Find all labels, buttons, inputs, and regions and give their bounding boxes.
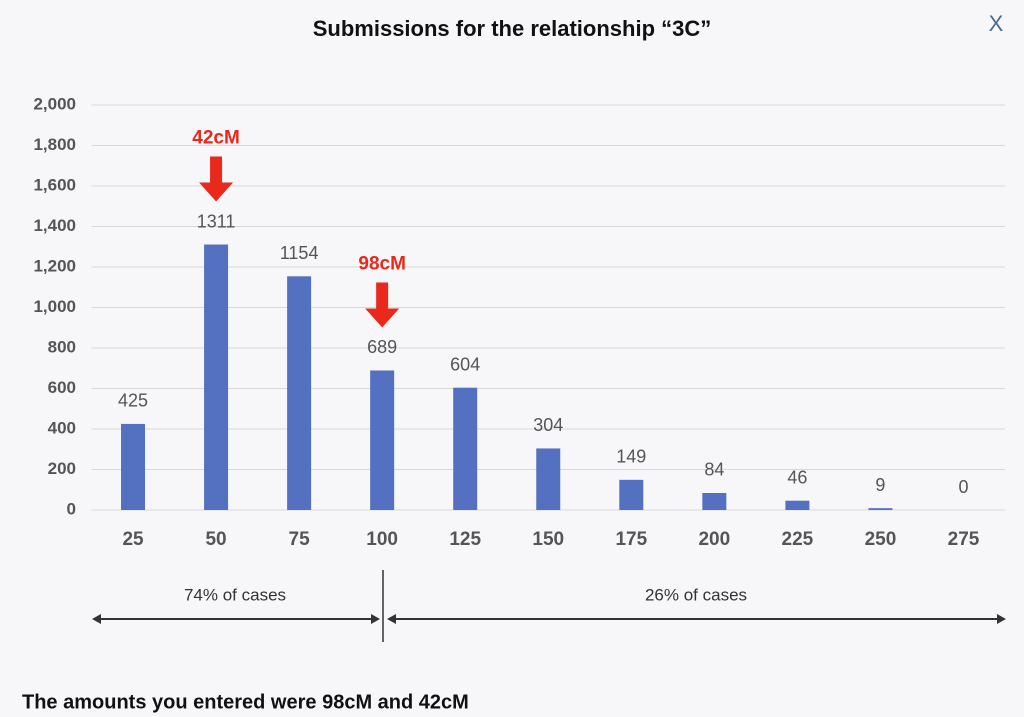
arrow-head xyxy=(92,614,101,624)
y-tick-label: 1,000 xyxy=(33,297,76,316)
bar xyxy=(702,492,727,510)
x-tick-label: 100 xyxy=(366,529,398,550)
y-tick-label: 200 xyxy=(48,459,76,478)
bar xyxy=(785,500,810,510)
x-tick-label: 200 xyxy=(698,529,730,550)
annotation: 42cM xyxy=(192,128,240,149)
value-label: 1311 xyxy=(197,211,236,231)
x-tick-label: 275 xyxy=(948,529,980,550)
y-tick-label: 1,600 xyxy=(33,175,76,194)
y-tick-label: 2,000 xyxy=(33,94,76,113)
value-label: 1154 xyxy=(280,243,319,263)
value-label: 84 xyxy=(704,460,724,480)
value-label: 0 xyxy=(958,477,968,497)
value-label: 304 xyxy=(533,415,563,435)
range-label: 26% of cases xyxy=(645,585,747,604)
y-tick-label: 1,400 xyxy=(33,216,76,235)
arrow-head xyxy=(997,614,1006,624)
annotation: 98cM xyxy=(358,253,406,274)
value-label: 689 xyxy=(367,337,397,357)
bar xyxy=(204,244,229,510)
x-tick-label: 225 xyxy=(782,529,814,550)
arrow-head xyxy=(371,614,380,624)
x-tick-label: 175 xyxy=(615,529,647,550)
footer-text: The amounts you entered were 98cM and 42… xyxy=(22,691,469,713)
bar xyxy=(453,387,478,510)
bar xyxy=(370,370,395,510)
y-tick-label: 1,800 xyxy=(33,135,76,154)
bar xyxy=(536,448,561,510)
value-label: 425 xyxy=(118,391,148,411)
x-tick-label: 75 xyxy=(289,529,311,550)
arrow-head xyxy=(387,614,396,624)
chart-title: Submissions for the relationship “3C” xyxy=(313,16,712,41)
y-tick-label: 600 xyxy=(48,378,76,397)
value-label: 149 xyxy=(616,447,646,467)
annotation-arrow xyxy=(365,282,400,328)
x-tick-label: 250 xyxy=(865,529,897,550)
y-tick-label: 800 xyxy=(48,337,76,356)
y-tick-label: 400 xyxy=(48,418,76,437)
x-tick-label: 125 xyxy=(449,529,481,550)
bar xyxy=(619,479,644,510)
value-label: 604 xyxy=(450,354,480,374)
bar xyxy=(121,423,146,510)
x-tick-label: 25 xyxy=(122,529,144,550)
range-label: 74% of cases xyxy=(184,585,286,604)
y-tick-label: 0 xyxy=(67,499,76,518)
x-tick-label: 150 xyxy=(532,529,564,550)
bar xyxy=(287,276,312,510)
bar xyxy=(868,508,893,510)
x-tick-label: 50 xyxy=(205,529,226,550)
y-tick-label: 1,200 xyxy=(33,256,76,275)
annotation-arrow xyxy=(199,156,234,202)
value-label: 46 xyxy=(787,467,807,487)
close-button[interactable]: X xyxy=(989,11,1004,36)
value-label: 9 xyxy=(875,475,885,495)
